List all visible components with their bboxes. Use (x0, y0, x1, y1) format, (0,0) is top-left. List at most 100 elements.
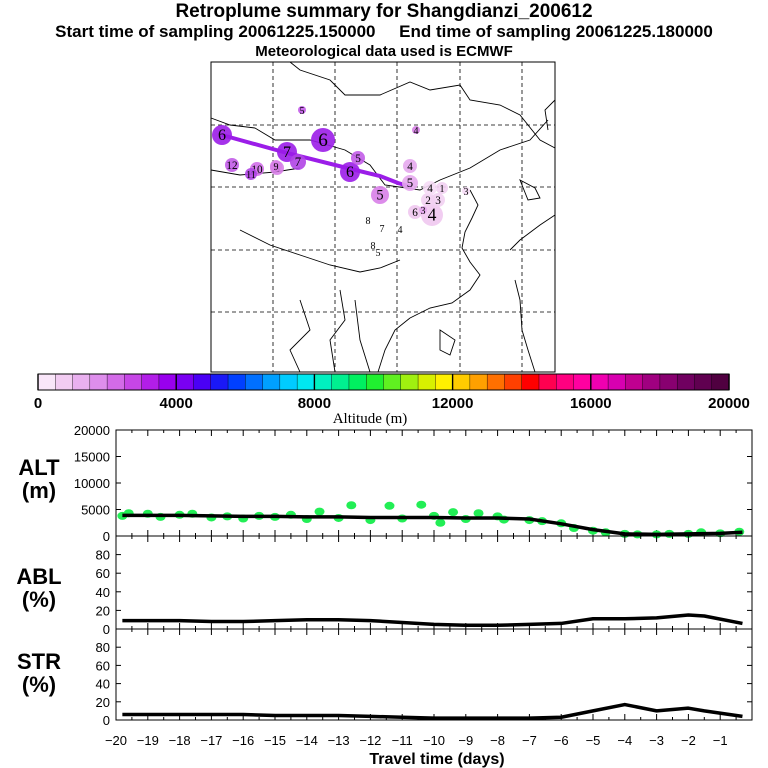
plume-marker (396, 225, 404, 233)
colorbar-tick-label: 4000 (160, 395, 193, 412)
plume-marker-label: 3 (435, 195, 441, 207)
colorbar-tick-label: 8000 (298, 395, 331, 412)
plume-marker (351, 151, 365, 165)
y-tick-label: 20 (96, 603, 110, 618)
plume-marker-label: 4 (414, 126, 419, 137)
colorbar-swatch (210, 373, 229, 391)
colorbar-swatch (366, 373, 385, 391)
str-panel-label: STR (%) (10, 650, 68, 696)
plume-marker-label: 3 (421, 206, 426, 217)
str-label-top: STR (17, 649, 61, 674)
plume-marker-label: 8 (366, 216, 371, 227)
colorbar-swatch (106, 373, 125, 391)
str-series-line (122, 702, 743, 720)
colorbar-swatch (279, 373, 298, 391)
plume-marker-label: 5 (355, 153, 361, 165)
y-tick-label: 40 (96, 677, 110, 692)
colorbar-swatch (383, 373, 402, 391)
plume-marker-label: 4 (407, 161, 413, 173)
abl-series-line (122, 613, 743, 628)
map-panel: 66776554541233466121091154874853 (210, 61, 556, 373)
plume-marker-label: 6 (318, 130, 328, 151)
colorbar-swatch (452, 373, 471, 391)
colorbar-swatch (124, 373, 143, 391)
x-tick-label: −7 (522, 733, 537, 748)
colorbar-label: Altitude (m) (333, 411, 408, 427)
colorbar-swatch (469, 373, 488, 391)
colorbar-swatch (331, 373, 350, 391)
x-tick-label: −1 (713, 733, 728, 748)
altitude-scatter-point (448, 508, 459, 517)
x-tick-label: −11 (392, 733, 413, 748)
map-frame (210, 61, 556, 373)
x-tick-label: −15 (264, 733, 286, 748)
plume-marker (408, 205, 422, 219)
y-tick-label: 20000 (74, 423, 110, 438)
x-tick-label: −17 (200, 733, 222, 748)
colorbar-swatch (55, 373, 74, 391)
abl-panel: 0 20 40 60 80 (96, 535, 753, 637)
alt-label-top: ALT (18, 455, 60, 480)
plume-marker-label: 5 (300, 106, 305, 117)
trajectory-line (221, 133, 413, 189)
x-tick-label: −8 (490, 733, 505, 748)
alt-label-unit: (m) (21, 478, 57, 504)
plume-marker (421, 193, 435, 207)
plume-marker-label: 6 (346, 164, 354, 181)
colorbar-swatch (435, 373, 454, 391)
plume-marker (374, 248, 382, 256)
altitude-scatter-point (314, 507, 325, 516)
y-tick-label: 0 (103, 713, 110, 728)
plume-marker-label: 6 (218, 127, 226, 144)
alt-panel-label: ALT (m) (10, 456, 68, 502)
plume-marker (436, 182, 448, 194)
x-tick-label: −19 (137, 733, 159, 748)
plume-marker (419, 206, 427, 214)
str-label-unit: (%) (21, 672, 57, 698)
plume-marker-label: 4 (428, 205, 437, 225)
plume-marker (290, 154, 306, 170)
plume-marker-label: 6 (412, 207, 418, 219)
x-tick-label: −5 (586, 733, 601, 748)
time-series-panels: 0 5000 10000 15000 20000 0 20 40 60 80 0 20 40 60 80 −2… (74, 423, 753, 748)
x-tick-label: −12 (359, 733, 381, 748)
colorbar-swatch (417, 373, 436, 391)
y-tick-label: 80 (96, 640, 110, 655)
plume-marker (225, 158, 239, 172)
plume-marker-label: 12 (226, 160, 237, 172)
colorbar-swatch (642, 373, 661, 391)
alt-series-line (122, 513, 743, 537)
plume-marker-label: 7 (380, 224, 385, 235)
colorbar-swatch (175, 373, 195, 391)
y-tick-label: 80 (96, 548, 110, 563)
x-tick-label: −4 (617, 733, 632, 748)
colorbar-swatch (607, 373, 626, 391)
colorbar-swatch (486, 373, 506, 391)
plume-marker-label: 7 (295, 155, 302, 169)
plume-marker-label: 4 (427, 183, 433, 195)
y-tick-label: 10000 (74, 476, 110, 491)
plume-marker (423, 181, 437, 195)
alt-panel: 0 5000 10000 15000 20000 (74, 423, 753, 544)
chart-title: Retroplume summary for Shangdianzi_20061… (175, 1, 593, 22)
x-axis-title: Travel time (days) (369, 751, 504, 768)
plume-marker (403, 159, 417, 173)
str-panel: 0 20 40 60 80 (96, 628, 753, 728)
colorbar-swatch (89, 373, 108, 391)
altitude-scatter-point (473, 509, 484, 518)
y-tick-label: 40 (96, 585, 110, 600)
colorbar-swatch (141, 373, 160, 391)
altitude-scatter-point (435, 518, 446, 527)
colorbar-swatch (72, 373, 91, 391)
altitude-colorbar: 0 4000 8000 12000 16000 20000 (34, 373, 750, 412)
colorbar-swatch (538, 373, 557, 391)
colorbar-swatch (158, 373, 177, 391)
plume-marker-label: 3 (464, 187, 469, 198)
plume-marker-label: 10 (251, 164, 263, 176)
plume-marker-label: 1 (440, 184, 445, 195)
plume-marker-label: 5 (376, 248, 381, 259)
colorbar-swatch (245, 373, 264, 391)
y-tick-label: 60 (96, 566, 110, 581)
colorbar-swatch (676, 373, 696, 391)
plume-marker-label: 4 (398, 225, 403, 236)
